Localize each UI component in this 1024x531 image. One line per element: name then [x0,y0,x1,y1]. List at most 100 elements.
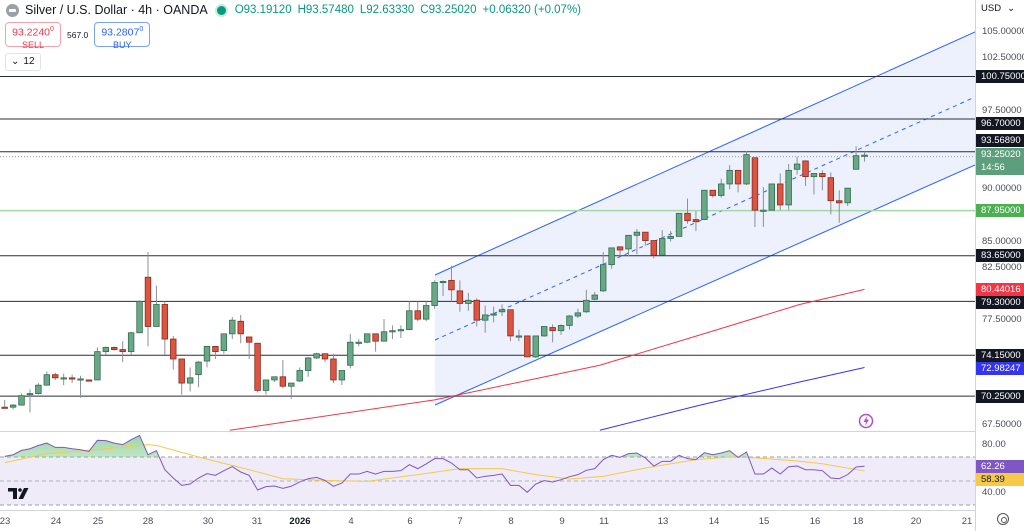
candle-body [35,384,42,394]
sell-price-pip: 0 [50,26,54,33]
time-tick-label: 18 [852,516,864,527]
candle-body [380,331,388,342]
candle-body [524,335,531,358]
candle-body [330,358,337,381]
candle-bearish [777,173,784,211]
buy-price: 93.2807 [101,26,140,39]
sell-button[interactable]: 93.22400 SELL [5,22,61,50]
price-axis[interactable]: USD ⌄ 105.00000 102.50000 97.50000 90.00000… [975,0,1024,531]
candle-body [566,315,573,326]
candle-body [229,319,236,335]
level-price-tag: 96.70000 [976,116,1024,130]
candle-body [692,219,700,223]
candle-bullish [203,345,211,368]
candle-body [245,336,253,343]
candle-body [743,154,750,185]
candle-bullish [60,373,67,386]
indicators-collapse-button[interactable]: ⌄ 12 [5,53,41,71]
candle-bullish [608,247,615,269]
candle-bearish [549,324,556,343]
candle-body [161,304,169,340]
candle-body [650,240,657,256]
moving-average-blue [599,367,865,431]
buy-button[interactable]: 93.28070 BUY [94,22,151,50]
candle-bullish [439,280,447,297]
price-tick-label: 67.50000 [982,419,1022,430]
time-tick-label: 16 [809,516,821,527]
candle-bullish [515,329,523,342]
candle-body [490,313,497,316]
candle-body [237,320,244,335]
candle-body [372,333,379,342]
candle-body [18,395,25,406]
lightning-bolt [863,416,869,426]
candle-body [768,183,775,211]
candle-body [355,341,362,344]
low-value: L92.63330 [359,4,415,16]
candle-bullish [94,347,101,381]
candle-body [127,332,135,353]
candle-bullish [9,404,17,410]
time-tick-label: 31 [251,516,263,527]
candle-body [178,358,185,384]
candle-bearish [237,314,244,344]
candle-bullish [810,173,818,195]
candle-bullish [363,333,371,344]
candle-body [515,335,523,338]
candle-bullish [625,234,632,257]
candle-bearish [212,345,219,359]
candle-bullish [743,151,750,186]
candle-bullish [431,280,438,309]
candle-body [608,247,615,266]
time-tick-label: 28 [142,516,154,527]
candle-bullish [271,376,278,383]
candle-body [481,314,489,321]
lightning-alert-icon[interactable] [858,413,874,429]
candle-bullish [785,164,792,211]
candle-bearish [751,157,759,227]
chart-canvas[interactable] [0,0,975,531]
candle-body [136,300,143,334]
candle-bullish [540,326,548,337]
rsi-tick-label: 40.00 [982,487,1006,498]
candle-bearish [170,335,177,370]
symbol-title[interactable]: Silver / U.S. Dollar · 4h · OANDA [25,3,208,17]
candle-bullish [127,331,135,355]
currency-selector[interactable]: USD ⌄ [981,3,1015,14]
candle-bearish [111,346,118,351]
time-tick-label: 13 [657,516,669,527]
candle-bullish [793,156,801,175]
level-price-tag: 100.75000 [976,70,1024,84]
symbol-legend[interactable]: Silver / U.S. Dollar · 4h · OANDA O93.19… [6,3,581,17]
close-value: C93.25020 [420,4,477,16]
candle-body [793,163,801,170]
candle-bullish [380,319,388,342]
candle-bullish [844,187,851,206]
time-tick-label: 11 [599,516,609,527]
price-tick-label: 90.00000 [982,183,1022,195]
settings-gear-icon[interactable] [997,513,1009,525]
candle-bullish [481,305,489,333]
candle-bullish [347,333,354,369]
candle-body [734,169,742,185]
price-tick-label: 82.50000 [982,262,1022,274]
candle-body [684,212,691,222]
price-tick-label: 85.00000 [982,235,1022,247]
chevron-down-icon: ⌄ [11,56,20,67]
candle-body [785,169,792,206]
candle-body [675,212,683,237]
candle-body [363,333,371,343]
candle-body [68,377,76,380]
rsi-value-tag: 62.26 [976,459,1024,473]
candle-body [751,157,759,211]
candle-bearish [321,353,329,363]
candle-bearish [448,265,455,302]
candle-bullish [566,314,573,330]
level-price-tag: 93.56890 [976,134,1024,147]
price-tick-label: 97.50000 [982,104,1022,116]
tradingview-logo [18,488,29,499]
candle-body [667,235,674,239]
spread-value: 567.0 [67,29,89,40]
chevron-down-icon: ⌄ [1007,3,1016,14]
candle-body [119,349,126,353]
